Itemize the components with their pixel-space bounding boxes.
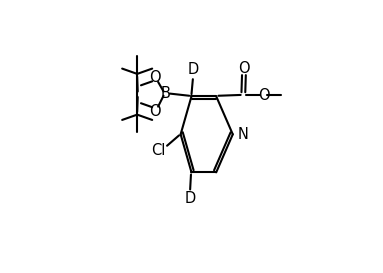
Text: B: B bbox=[161, 86, 171, 101]
Text: O: O bbox=[258, 88, 270, 103]
Text: O: O bbox=[238, 61, 250, 76]
Text: N: N bbox=[238, 127, 249, 142]
Text: D: D bbox=[187, 62, 198, 77]
Text: D: D bbox=[185, 191, 196, 206]
Text: O: O bbox=[150, 70, 161, 85]
Text: O: O bbox=[150, 104, 161, 119]
Text: Cl: Cl bbox=[151, 143, 165, 158]
